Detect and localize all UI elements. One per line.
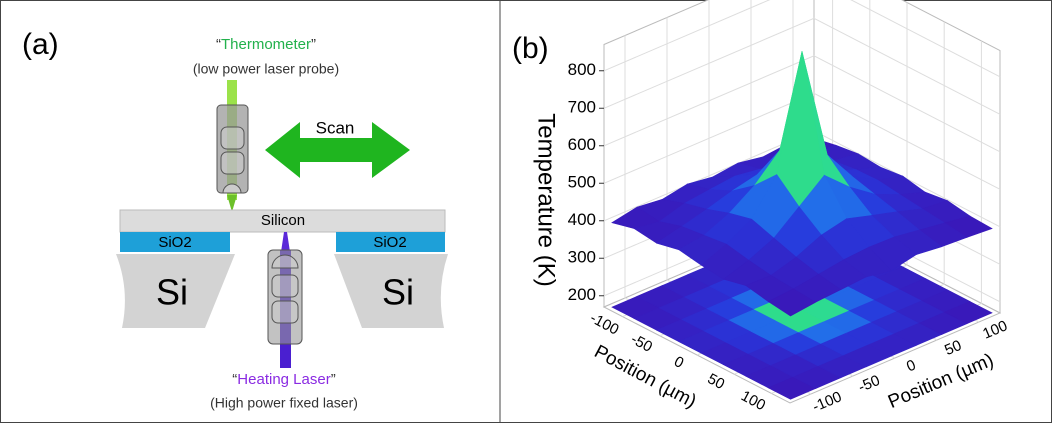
silicon-label: Silicon bbox=[261, 212, 305, 229]
z-tick-label: 700 bbox=[568, 98, 596, 117]
quote: ” bbox=[331, 371, 336, 388]
heating-name: Heating Laser bbox=[237, 371, 330, 388]
y-axis-title: Position (µm) bbox=[885, 350, 997, 413]
thermometer-title: “Thermometer” bbox=[216, 36, 316, 53]
lens bbox=[272, 275, 298, 297]
z-tick-label: 300 bbox=[568, 248, 596, 267]
z-tick-label: 400 bbox=[568, 210, 596, 229]
page: (a) “Thermometer” (low power laser probe… bbox=[0, 0, 1052, 423]
x-tick-label: 100 bbox=[738, 387, 768, 414]
x-tick-label: 0 bbox=[671, 353, 686, 372]
panel-a: (a) “Thermometer” (low power laser probe… bbox=[22, 28, 448, 411]
si-label: Si bbox=[382, 272, 414, 313]
lens bbox=[221, 152, 244, 174]
z-tick-label: 800 bbox=[568, 60, 596, 79]
panel-label: (a) bbox=[22, 28, 59, 61]
y-tick-label: 50 bbox=[942, 337, 964, 359]
y-tick-label: -50 bbox=[856, 372, 883, 396]
x-tick-label: -50 bbox=[628, 331, 655, 356]
quote: ” bbox=[311, 36, 316, 53]
y-tick-label: 100 bbox=[980, 317, 1010, 342]
thermometer-note: (low power laser probe) bbox=[193, 61, 339, 77]
heating-title: “Heating Laser” bbox=[232, 371, 335, 388]
x-tick-label: 50 bbox=[705, 370, 728, 393]
z-tick-label: 600 bbox=[568, 135, 596, 154]
z-axis-title: Temperature (K) bbox=[533, 113, 560, 286]
sio2-label: SiO2 bbox=[373, 234, 406, 251]
lens bbox=[221, 127, 244, 149]
z-tick-label: 500 bbox=[568, 173, 596, 192]
probe-tip bbox=[227, 195, 237, 212]
laser-tip bbox=[281, 232, 290, 252]
sio2-label: SiO2 bbox=[158, 234, 191, 251]
figure: (a) “Thermometer” (low power laser probe… bbox=[0, 0, 1052, 423]
panel-label: (b) bbox=[512, 32, 549, 65]
si-label: Si bbox=[156, 272, 188, 313]
heating-note: (High power fixed laser) bbox=[210, 395, 358, 411]
thermometer-name: Thermometer bbox=[221, 36, 311, 53]
y-tick-label: 0 bbox=[904, 357, 918, 376]
lens bbox=[272, 301, 298, 323]
panel-b: (b) 200300400500600700800-100-50050100-1… bbox=[512, 0, 1010, 416]
z-tick-label: 200 bbox=[568, 285, 596, 304]
scan-label: Scan bbox=[316, 118, 355, 137]
